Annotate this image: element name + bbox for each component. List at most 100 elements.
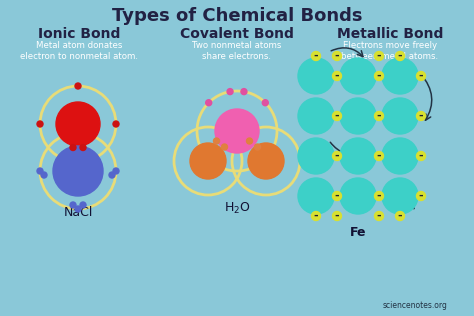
Circle shape [332,151,341,161]
Circle shape [374,112,383,120]
Text: O: O [232,125,242,137]
Circle shape [75,206,81,212]
Text: Covalent Bond: Covalent Bond [180,27,294,41]
Text: -: - [335,211,339,221]
Text: Types of Chemical Bonds: Types of Chemical Bonds [112,7,362,25]
Text: +: + [310,70,321,82]
Circle shape [227,88,233,94]
Text: -: - [398,51,402,61]
Circle shape [374,191,383,200]
Circle shape [298,138,334,174]
Circle shape [262,100,268,106]
Text: -: - [419,151,423,161]
Circle shape [298,178,334,214]
Circle shape [113,168,119,174]
Text: +: + [310,190,321,203]
Text: -: - [377,191,381,201]
Circle shape [332,71,341,81]
Circle shape [417,151,426,161]
Circle shape [311,211,320,221]
Text: -: - [419,191,423,201]
Text: Ionic Bond: Ionic Bond [38,27,120,41]
Text: Metal atom donates
electron to nonmetal atom.: Metal atom donates electron to nonmetal … [20,41,138,61]
Circle shape [374,211,383,221]
Circle shape [311,52,320,60]
Circle shape [206,100,212,106]
Circle shape [75,83,81,89]
Text: -: - [419,71,423,81]
Text: +: + [353,190,363,203]
Text: Na: Na [69,118,87,131]
Circle shape [109,172,115,178]
Text: Electrons move freely
between metal atoms.: Electrons move freely between metal atom… [341,41,438,61]
Circle shape [340,98,376,134]
Text: -: - [419,111,423,121]
Circle shape [332,52,341,60]
Text: -: - [377,71,381,81]
Circle shape [70,202,76,208]
Text: +: + [395,149,405,162]
Text: sciencenotes.org: sciencenotes.org [383,301,447,311]
Text: Fe: Fe [350,227,366,240]
Circle shape [340,58,376,94]
Circle shape [298,58,334,94]
Circle shape [37,121,43,127]
Circle shape [221,144,228,150]
Circle shape [382,178,418,214]
Circle shape [374,52,383,60]
Circle shape [332,191,341,200]
Text: H: H [203,155,213,167]
Text: +: + [395,110,405,123]
Circle shape [382,138,418,174]
Circle shape [395,211,404,221]
Circle shape [56,102,100,146]
Text: -: - [335,51,339,61]
Circle shape [395,52,404,60]
Circle shape [41,172,47,178]
Circle shape [340,178,376,214]
Text: NaCl: NaCl [64,206,93,220]
Text: Two nonmetal atoms
share electrons.: Two nonmetal atoms share electrons. [192,41,282,61]
Circle shape [80,144,86,150]
Text: -: - [335,71,339,81]
Text: +: + [353,70,363,82]
Text: -: - [314,51,319,61]
Circle shape [417,71,426,81]
Text: -: - [314,211,319,221]
Text: +: + [310,110,321,123]
Text: -: - [335,111,339,121]
Text: -: - [377,111,381,121]
Circle shape [37,168,43,174]
Circle shape [417,112,426,120]
Text: -: - [377,51,381,61]
Text: +: + [395,190,405,203]
Circle shape [382,98,418,134]
Text: -: - [377,151,381,161]
Circle shape [255,144,261,150]
Circle shape [70,144,76,150]
Circle shape [215,109,259,153]
Circle shape [53,146,103,196]
Text: -: - [335,191,339,201]
Text: H$_2$O: H$_2$O [224,200,250,216]
Circle shape [80,202,86,208]
Circle shape [113,121,119,127]
Text: +: + [353,110,363,123]
Circle shape [213,138,219,144]
Text: +: + [395,70,405,82]
Circle shape [374,71,383,81]
Text: +: + [310,149,321,162]
Text: H: H [261,155,271,167]
Circle shape [340,138,376,174]
Circle shape [190,143,226,179]
Circle shape [332,211,341,221]
Circle shape [241,88,247,94]
Text: -: - [398,211,402,221]
Circle shape [298,98,334,134]
Text: Cl: Cl [72,165,85,178]
Text: -: - [335,151,339,161]
Text: +: + [353,149,363,162]
Text: -: - [377,211,381,221]
Text: Metallic Bond: Metallic Bond [337,27,443,41]
Circle shape [246,138,253,144]
